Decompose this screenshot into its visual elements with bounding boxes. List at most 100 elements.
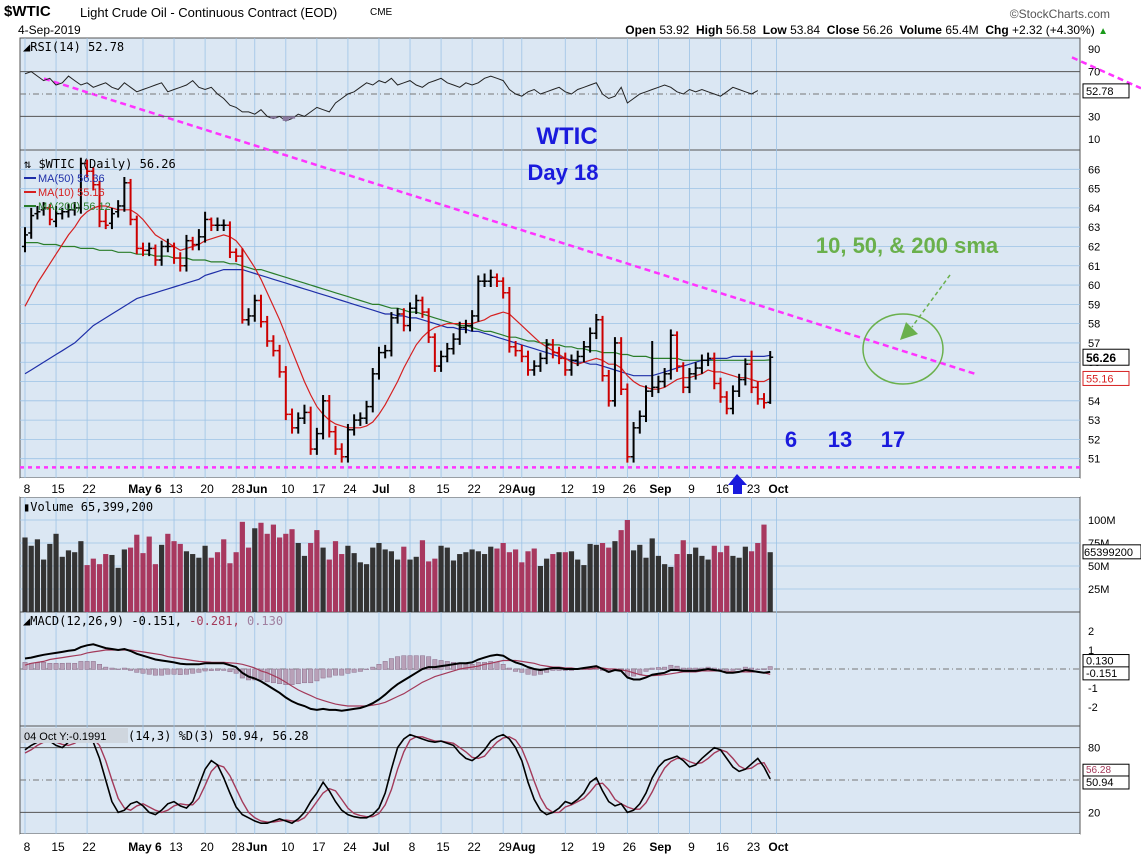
macd-histogram-bar [66,662,71,670]
macd-histogram-bar [146,668,152,675]
ohlc-bar [214,217,221,232]
volume-bar [90,558,96,612]
macd-histogram-bar [190,668,196,674]
volume-bar [345,545,351,612]
price-axis-tick: 53 [1088,415,1100,427]
ohlc-bar [84,159,91,178]
volume-bar [41,559,47,612]
volume-bar [668,566,674,612]
ohlc-bar [462,319,469,334]
macd-histogram-bar [482,662,487,670]
volume-bar [96,564,103,612]
volume-value: 65.4M [945,23,979,37]
volume-last-tag [1082,544,1141,560]
date-tick-label: 26 [623,482,637,496]
ohlc-bar [270,335,277,357]
last-price-value: 56.26 [1086,351,1116,365]
volume-bar [494,548,500,612]
volume-bar [531,548,537,612]
ohlc-bar [332,425,339,455]
macd-histogram-bar [97,664,102,670]
macd-title-part: 0.130 [247,614,283,628]
volume-bar [202,545,208,612]
ohlc-bar [195,229,202,251]
vol-axis-tick: 25M [1088,584,1109,596]
symbol: $WTIC [4,3,51,20]
macd-histogram-bar [649,667,655,670]
volume-bar [121,549,127,612]
macd-histogram-bar [252,668,258,681]
volume-bar [65,550,72,612]
ohlc-bar [164,238,171,253]
macd-histogram-bar [233,668,239,674]
volume-bar [84,565,90,612]
volume-bar [655,555,662,612]
volume-bar [388,551,394,612]
ohlc-bar [574,350,581,367]
volume-bar [221,539,227,612]
volume-bar [742,546,748,612]
volume-bar [239,521,245,612]
macd-histogram-bar [339,668,345,676]
volume-bar [705,559,711,612]
volume-bar [277,537,283,612]
ohlc-bar [518,344,525,363]
volume-label: Volume [899,23,942,37]
volume-bar [450,560,457,612]
macd-histogram-bar [724,668,730,671]
date-tick-label: Aug [512,482,535,496]
date-tick-label: 29 [498,482,512,496]
ohlc-bar [177,252,184,272]
legend-ma-label: MA(50) 56.36 [38,173,105,185]
volume-bar [537,566,544,612]
macd-histogram-bar [767,666,773,670]
date-tick-label: 13 [169,482,183,496]
date-tick-label: Oct [768,840,788,854]
ohlc-bar [438,350,445,372]
ohlc-bar [661,368,668,388]
date-tick-label: 22 [82,840,96,854]
volume-bar [643,557,649,612]
volume-bar [103,554,109,612]
volume-bar [711,545,717,612]
volume-bar [78,541,84,612]
macd-histogram-bar [184,668,189,675]
ohlc-bar [655,375,662,394]
rsi-last-value: 52.78 [1086,86,1114,98]
ohlc-bar [28,207,35,239]
ohlc-bar [431,333,438,372]
macd-histogram-bar [643,668,649,672]
rsi-axis-tick: 70 [1088,67,1100,79]
date-tick-label: 19 [592,840,606,854]
price-axis-tick: 58 [1088,319,1100,331]
volume-bar [488,546,494,612]
volume-bar [332,541,339,612]
macd-histogram-bar [376,664,382,670]
ohlc-bar [121,177,128,212]
price-axis-tick: 60 [1088,280,1100,292]
ohlc-bar [593,314,600,340]
ohlc-bar [605,369,612,407]
volume-bar [481,554,488,612]
macd-histogram-bar [388,658,394,670]
macd-title: ◢MACD(12,26,9) -0.151, -0.281, 0.130 [23,614,283,628]
downtrend-line [43,77,976,376]
price-axis-tick: 64 [1088,203,1100,215]
volume-bar [438,545,444,612]
macd-histogram-bar [419,655,425,670]
volume-bar [140,553,146,612]
volume-bar [208,557,214,612]
stoch-tooltip: 04 Oct Y:-0.1991 [24,731,106,743]
stoch-axis-tick: 20 [1088,807,1100,819]
volume-bar [308,543,314,612]
ohlc-bar [239,248,246,324]
ohlc-bar [618,337,625,396]
volume-bar [556,552,562,612]
macd-histogram-bar [736,668,742,670]
macd-histogram-bar [196,668,202,673]
date-axis-bg-bottom [20,834,1080,856]
volume-bar [730,555,736,612]
macd-axis-tick: -1 [1088,683,1098,695]
macd-histogram-bar [426,656,432,670]
